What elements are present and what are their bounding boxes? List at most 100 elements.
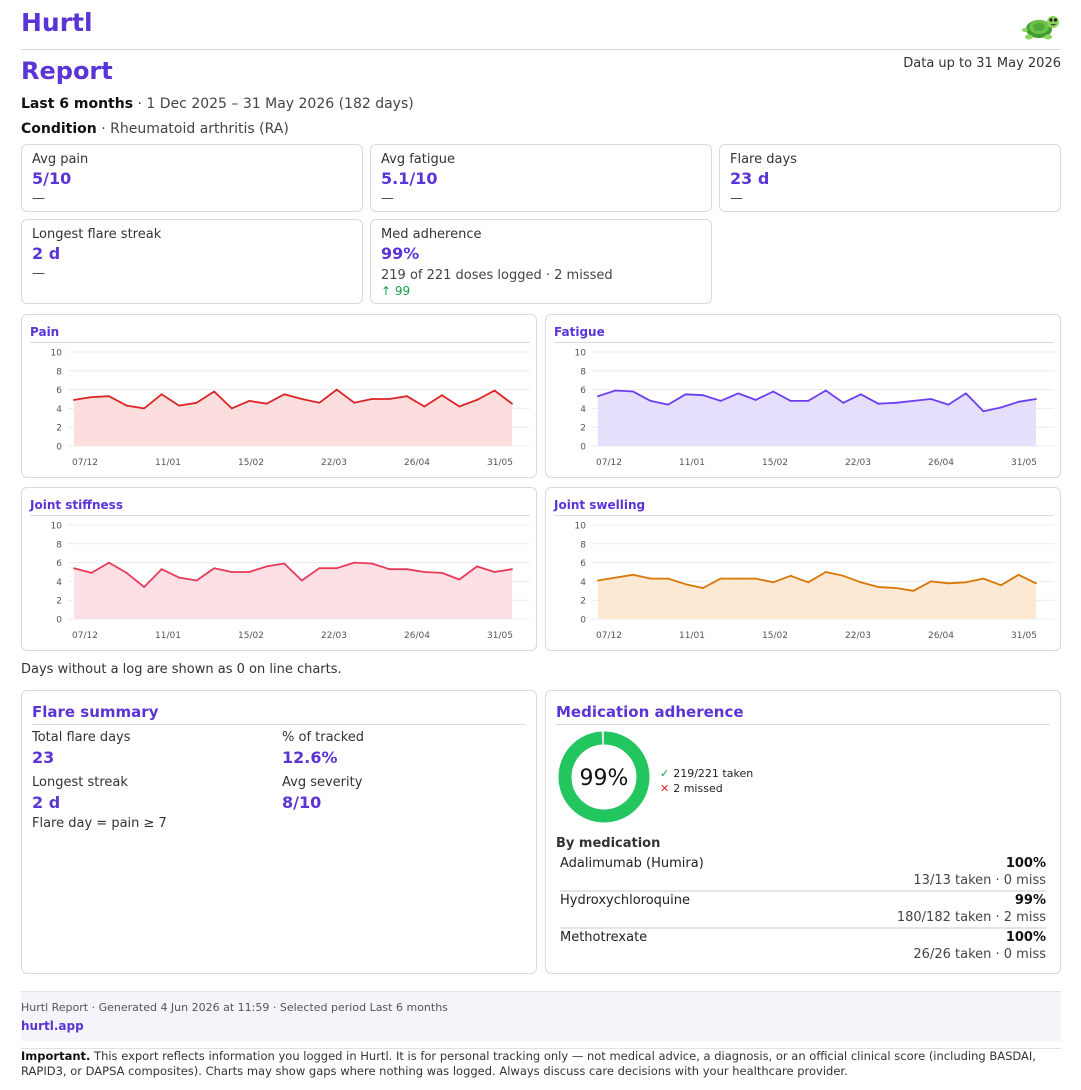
condition-label: Condition <box>21 121 97 137</box>
series-line <box>73 388 513 410</box>
data-point <box>370 398 373 400</box>
y-tick-label: 0 <box>580 616 586 626</box>
app-brand[interactable]: Hurtl <box>21 8 93 37</box>
app-header: Hurtl <box>21 8 1061 50</box>
period-range: · 1 Dec 2025 – 31 May 2026 (182 days) <box>137 96 414 112</box>
x-tick-label: 15/02 <box>762 631 788 641</box>
data-point <box>353 561 356 564</box>
data-point <box>929 398 932 400</box>
data-point <box>649 399 652 402</box>
x-tick-label: 07/12 <box>596 458 622 468</box>
y-tick-label: 2 <box>56 424 62 434</box>
data-point <box>842 401 845 404</box>
data-point <box>702 587 705 589</box>
x-tick-label: 11/01 <box>155 458 181 468</box>
y-tick-label: 8 <box>580 367 586 377</box>
data-point <box>789 574 792 577</box>
check-icon: ✓ <box>660 767 670 780</box>
stat-value: 99% <box>381 244 420 263</box>
data-point <box>842 574 845 577</box>
stat-trend: — <box>32 266 45 281</box>
med-row: Adalimumab (Humira) 100% 13/13 taken · 0… <box>560 855 1046 892</box>
y-tick-label: 8 <box>580 540 586 550</box>
flare-summary-card: Flare summary Total flare days 23 % of t… <box>21 690 537 974</box>
total-flare-days: Total flare days 23 <box>32 730 131 767</box>
stat-label: Flare days <box>730 152 797 167</box>
adherence-legend: ✓ 219/221 taken ✕ 2 missed <box>660 766 753 796</box>
data-point <box>248 399 251 402</box>
data-point <box>597 579 599 582</box>
data-point <box>283 562 286 565</box>
x-tick-label: 07/12 <box>596 631 622 641</box>
data-point <box>684 393 687 396</box>
y-tick-label: 0 <box>56 616 62 626</box>
stat-trend: — <box>730 191 743 206</box>
med-detail: 13/13 taken · 0 miss <box>913 873 1046 888</box>
data-point <box>335 567 338 570</box>
data-point <box>178 576 181 579</box>
x-tick-label: 31/05 <box>487 631 513 641</box>
chart-card-joint-swelling: Joint swelling 0 2 4 6 8 10 07/12 11/01 15/02 22/0… <box>545 487 1061 651</box>
data-point <box>754 399 757 401</box>
y-tick-label: 6 <box>580 559 586 569</box>
data-point <box>965 392 967 395</box>
legend-taken: ✓ 219/221 taken <box>660 766 753 781</box>
data-point <box>859 581 862 584</box>
data-point <box>143 586 145 588</box>
data-point <box>1017 400 1020 403</box>
stat-card-longest-streak: Longest flare streak 2 d — <box>21 219 363 304</box>
data-point <box>90 572 93 574</box>
data-point <box>73 399 75 401</box>
stat-trend: — <box>381 191 394 206</box>
y-tick-label: 0 <box>580 443 586 453</box>
data-point <box>230 407 233 410</box>
medication-adherence-card: Medication adherence 99% ✓ 219/221 taken … <box>545 690 1061 974</box>
data-point <box>632 573 634 576</box>
fs-label: Avg severity <box>282 775 363 790</box>
data-point <box>719 399 722 402</box>
report-footer: Hurtl Report · Generated 4 Jun 2026 at 1… <box>21 991 1061 1041</box>
stat-value: 23 d <box>730 169 770 188</box>
pain-chart: Pain 0 2 4 6 8 10 07/12 11/01 15/02 22/03 26/04 31/0… <box>30 325 530 468</box>
condition-value: · Rheumatoid arthritis (RA) <box>101 121 289 137</box>
data-point <box>125 572 128 574</box>
period-line: Last 6 months · 1 Dec 2025 – 31 May 2026… <box>21 96 414 112</box>
data-point <box>632 390 634 393</box>
y-tick-label: 8 <box>56 540 62 550</box>
data-point <box>737 577 740 580</box>
section-divider <box>556 724 1050 725</box>
data-point <box>947 582 950 585</box>
stat-label: Longest flare streak <box>32 227 162 242</box>
stat-sub: 219 of 221 doses logged · 2 missed <box>381 268 613 283</box>
pct-tracked: % of tracked 12.6% <box>282 730 364 767</box>
stat-card-med-adherence: Med adherence 99% 219 of 221 doses logge… <box>370 219 712 304</box>
data-point <box>441 572 443 574</box>
data-point <box>982 410 985 413</box>
data-point <box>1000 584 1002 587</box>
data-point <box>230 571 233 573</box>
data-point <box>1000 406 1002 409</box>
chart-title: Pain <box>30 325 59 339</box>
data-point <box>754 577 757 580</box>
y-tick-label: 4 <box>580 405 586 415</box>
data-point <box>423 571 426 573</box>
flare-summary-title: Flare summary <box>32 703 159 721</box>
data-point <box>213 567 216 570</box>
data-point <box>877 402 880 405</box>
footer-link[interactable]: hurtl.app <box>21 1019 84 1033</box>
x-tick-label: 22/03 <box>321 458 347 468</box>
stat-label: Med adherence <box>381 227 482 242</box>
data-point <box>265 402 268 405</box>
data-point <box>441 394 443 397</box>
data-point <box>160 393 163 396</box>
x-tick-label: 07/12 <box>72 631 98 641</box>
med-detail: 180/182 taken · 2 miss <box>896 910 1046 925</box>
data-point <box>789 399 792 402</box>
data-point <box>894 587 897 589</box>
x-tick-label: 22/03 <box>321 631 347 641</box>
data-point <box>894 401 897 404</box>
data-point <box>912 589 915 592</box>
x-tick-label: 31/05 <box>1011 631 1037 641</box>
data-point <box>667 403 669 406</box>
taken-text: 219/221 taken <box>673 767 754 780</box>
